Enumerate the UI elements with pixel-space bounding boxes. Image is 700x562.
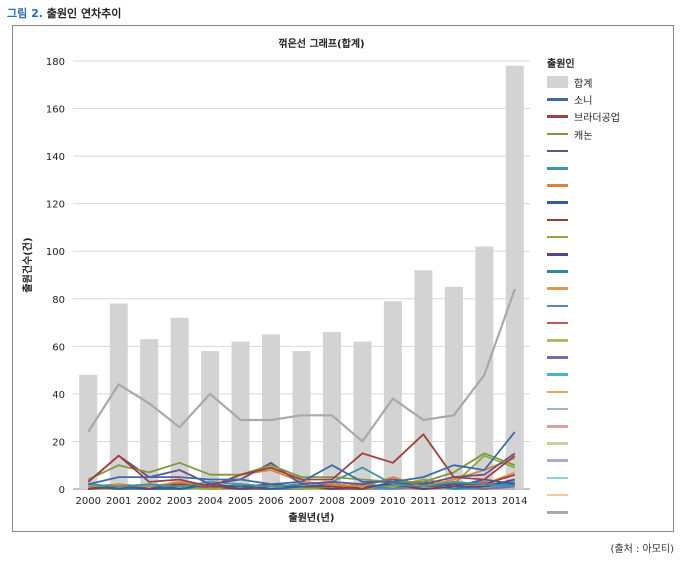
legend-swatch <box>547 493 568 497</box>
legend-swatch <box>547 390 568 394</box>
series-line <box>87 452 516 486</box>
legend-swatch <box>547 201 568 204</box>
x-tick-label: 2011 <box>411 496 436 507</box>
legend-swatch <box>547 321 568 325</box>
x-tick-label: 2009 <box>350 496 375 507</box>
legend-swatch <box>547 253 568 256</box>
legend-swatch <box>547 98 568 101</box>
y-tick-label: 40 <box>52 390 65 401</box>
series-line <box>87 433 516 488</box>
x-tick-label: 2012 <box>441 496 466 507</box>
x-tick-label: 2010 <box>380 496 405 507</box>
figure-caption: 그림 2. 출원인 연차추이 <box>7 5 121 21</box>
x-tick-label: 2013 <box>472 496 497 507</box>
source-note: (출처 : 아모티) <box>610 544 674 555</box>
bar <box>231 341 250 489</box>
legend-swatch <box>547 304 568 308</box>
chart-frame <box>12 25 674 532</box>
x-tick-label: 2001 <box>106 496 131 507</box>
x-tick-label: 2003 <box>167 496 192 507</box>
x-tick-label: 2008 <box>319 496 344 507</box>
bar <box>475 246 494 489</box>
y-tick-label: 160 <box>46 105 65 116</box>
legend-swatch <box>547 184 568 187</box>
bar <box>201 351 220 489</box>
y-tick-label: 180 <box>46 57 65 68</box>
figure-title: 출원인 연차추이 <box>46 7 122 20</box>
bar <box>505 65 524 489</box>
legend-swatch <box>547 356 568 359</box>
legend-swatch <box>547 270 568 273</box>
bar <box>292 351 311 489</box>
x-axis-label: 출원년(년) <box>289 511 335 524</box>
figure-number: 그림 2. <box>7 7 43 20</box>
bar <box>170 317 189 489</box>
series-line <box>87 431 516 486</box>
x-tick-label: 2007 <box>289 496 314 507</box>
x-tick-label: 2000 <box>76 496 101 507</box>
bar <box>414 270 433 489</box>
y-axis-label: 출원건수(건) <box>21 237 34 292</box>
legend-label: 캐논 <box>574 130 593 142</box>
chart-title: 꺾은선 그래프(합계) <box>278 37 364 50</box>
y-tick-label: 20 <box>52 437 65 448</box>
legend-swatch <box>547 442 568 445</box>
legend-swatch <box>547 235 568 239</box>
series-line <box>87 452 516 483</box>
legend-swatch <box>547 459 568 462</box>
y-tick-label: 0 <box>59 485 65 496</box>
legend-swatch <box>547 218 568 222</box>
bar <box>383 301 402 489</box>
bar <box>140 339 159 489</box>
legend-swatch <box>547 167 568 170</box>
legend-swatch <box>547 511 568 514</box>
legend-swatch <box>547 407 568 411</box>
legend-swatch <box>547 476 568 480</box>
x-tick-label: 2005 <box>228 496 253 507</box>
legend-swatch <box>547 115 568 118</box>
y-tick-label: 120 <box>46 200 65 211</box>
legend-title: 출원인 <box>547 59 575 70</box>
legend-label: 브라더공업 <box>574 113 620 125</box>
series-line <box>88 478 515 490</box>
bar <box>262 334 281 489</box>
overlay-line <box>87 288 516 443</box>
bar <box>444 286 463 489</box>
y-tick-label: 100 <box>46 247 65 258</box>
legend-swatch <box>547 339 568 342</box>
y-tick-label: 140 <box>46 152 65 163</box>
legend-label: 소니 <box>574 96 593 108</box>
legend-swatch <box>547 287 568 290</box>
legend-swatch <box>547 425 568 428</box>
legend-swatch <box>547 373 568 376</box>
legend-swatch <box>547 149 568 153</box>
x-tick-label: 2014 <box>502 496 527 507</box>
bar <box>109 303 128 489</box>
y-tick-label: 60 <box>52 342 65 353</box>
bar <box>79 374 98 489</box>
x-tick-label: 2006 <box>258 496 283 507</box>
x-tick-label: 2002 <box>136 496 161 507</box>
y-tick-label: 80 <box>52 295 65 306</box>
x-tick-label: 2004 <box>197 496 222 507</box>
legend-label: 합계 <box>574 79 593 90</box>
bar <box>322 332 341 489</box>
legend-swatch <box>547 76 568 88</box>
legend-swatch <box>547 132 568 136</box>
bar <box>353 341 372 489</box>
